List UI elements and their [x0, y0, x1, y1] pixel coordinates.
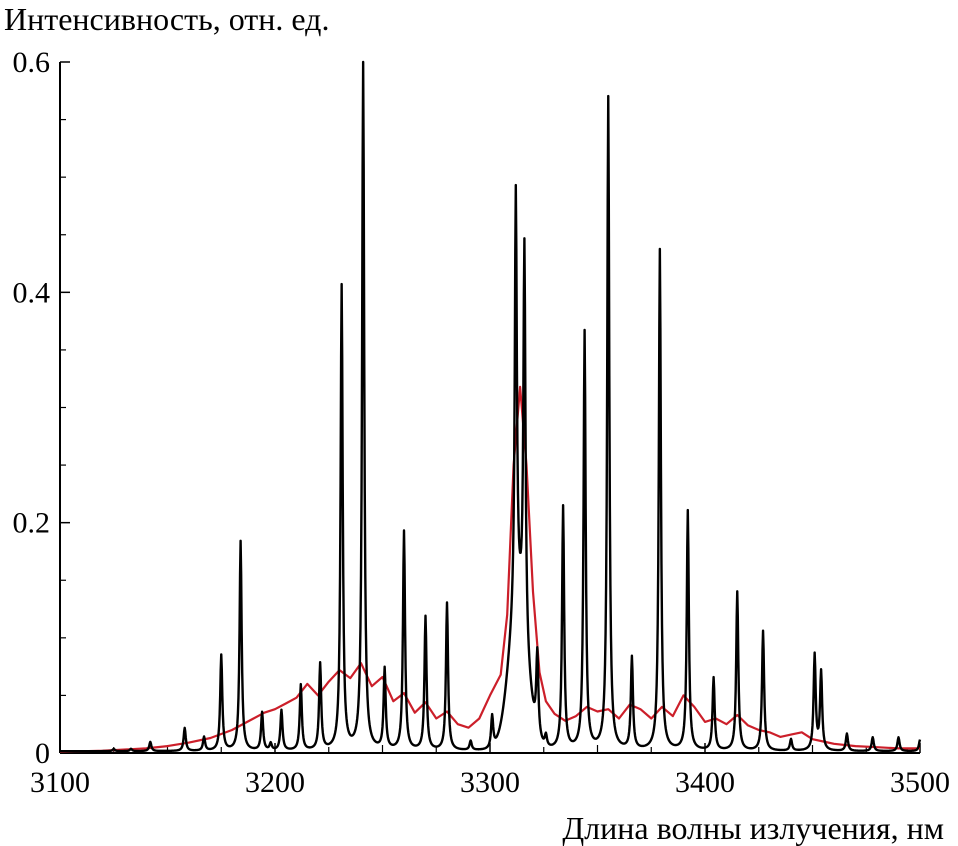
x-tick-label: 3200: [245, 766, 305, 799]
series-line-red: [59, 385, 920, 753]
y-tick-label: 0.4: [13, 276, 51, 309]
y-tick-label: 0.2: [13, 507, 51, 540]
y-axis-label: Интенсивность, отн. ед.: [4, 1, 329, 37]
x-axis-label: Длина волны излучения, нм: [562, 810, 944, 846]
series-line-black: [59, 60, 922, 753]
axes: [59, 62, 920, 754]
y-ticks: 0 0.2 0.4 0.6: [13, 46, 70, 770]
y-tick-label: 0: [35, 737, 50, 770]
x-tick-label: 3300: [460, 766, 520, 799]
x-ticks: 3100 3200 3300 3400 3500: [30, 743, 950, 799]
x-tick-label: 3500: [890, 766, 950, 799]
plot-area: [59, 60, 922, 753]
x-tick-label: 3400: [675, 766, 735, 799]
y-tick-label: 0.6: [13, 46, 51, 79]
x-tick-label: 3100: [30, 766, 90, 799]
